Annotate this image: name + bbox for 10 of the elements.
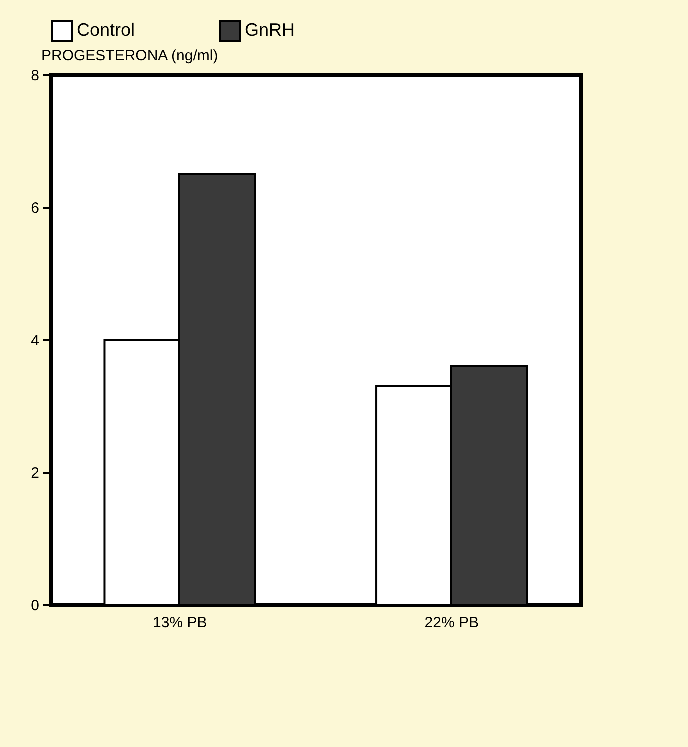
y-tick-label: 4 — [31, 332, 40, 350]
legend-label: GnRH — [245, 20, 296, 40]
y-axis-title: PROGESTERONA (ng/ml) — [42, 48, 218, 64]
y-tick-label: 0 — [31, 598, 40, 614]
y-tick-label: 2 — [31, 465, 40, 482]
y-tick-label: 6 — [31, 200, 40, 217]
x-tick-label: 13% PB — [153, 614, 208, 632]
x-tick-label: 22% PB — [424, 614, 479, 632]
y-tick-label: 8 — [31, 68, 40, 84]
legend-label: Control — [77, 20, 136, 40]
